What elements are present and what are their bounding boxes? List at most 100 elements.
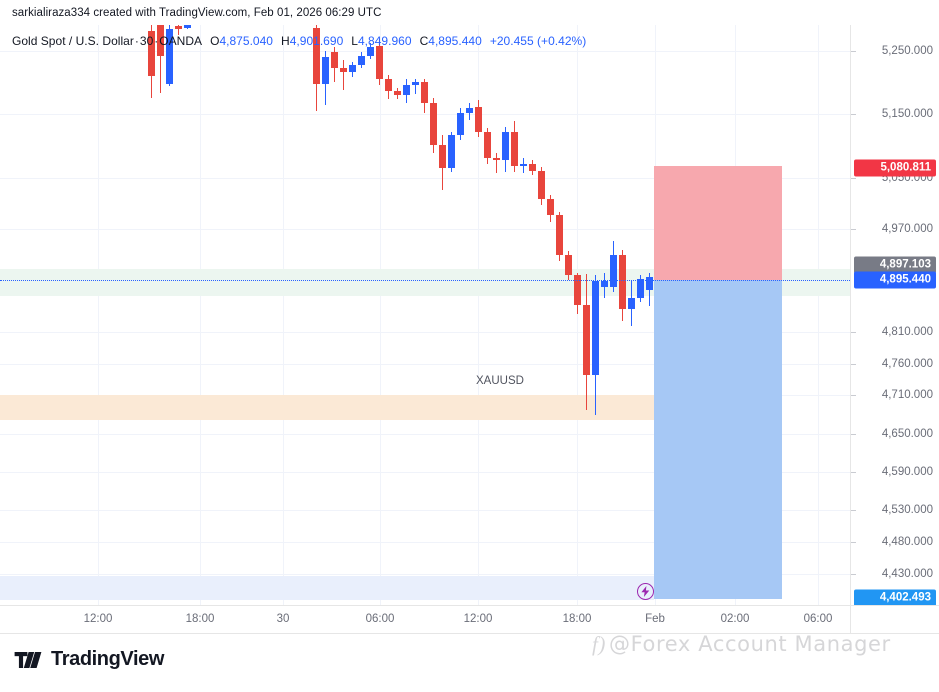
time-tick-label: 12:00 [83,613,113,625]
candle-body[interactable] [601,280,608,287]
candle-body[interactable] [421,81,428,103]
candle-body[interactable] [385,78,392,92]
grid-line-vertical [478,25,479,605]
candle-body[interactable] [628,298,635,310]
candle-body[interactable] [148,31,155,77]
candle-body[interactable] [529,164,536,171]
candle-body[interactable] [403,85,410,96]
candle-body[interactable] [322,56,329,84]
chart-legend[interactable]: Gold Spot / U.S. Dollar·30·OANDA O4,875.0… [12,34,586,48]
candle-body[interactable] [439,145,446,169]
time-tick-label: 18:00 [562,613,592,625]
time-tick-label: Feb [645,613,665,625]
candle-body[interactable] [619,254,626,310]
price-tick-label: 5,150.000 [881,108,933,121]
candle-body[interactable] [367,47,374,57]
price-tick-label: 4,970.000 [881,223,933,236]
candle-body[interactable] [175,26,182,30]
resistance-box[interactable] [654,166,782,280]
candle-body[interactable] [340,68,347,73]
candle-body[interactable] [313,28,320,84]
price-tick-mark [851,574,856,575]
tradingview-logo[interactable]: TradingView [14,648,164,671]
grid-line-horizontal [0,229,850,230]
candle-body[interactable] [583,304,590,376]
candle-body[interactable] [592,280,599,376]
legend-open-value: 4,875.040 [219,34,274,48]
legend-sep-1: · [134,34,139,48]
candle-body[interactable] [358,56,365,65]
grid-line-horizontal [0,542,850,543]
blue-zone [0,576,654,600]
time-axis[interactable]: 12:00 18:00 30 06:00 12:00 18:00 Feb 02:00 06:00 [0,605,850,633]
support-box[interactable] [654,280,782,599]
legend-close-label: C [419,34,429,48]
candle-body[interactable] [565,254,572,276]
price-tick-mark [851,364,856,365]
legend-symbol[interactable]: Gold Spot / U.S. Dollar [12,34,134,48]
legend-sep-2: · [154,34,159,48]
candle-body[interactable] [412,81,419,86]
candle-body[interactable] [466,108,473,114]
candle-body[interactable] [376,46,383,79]
time-tick-label: 30 [276,613,290,625]
time-tick-label: 02:00 [720,613,750,625]
footer-bar: TradingView [0,633,939,692]
grid-line-vertical [98,25,99,605]
candle-body[interactable] [448,134,455,169]
price-tick-mark [851,332,856,333]
price-tick-mark [851,395,856,396]
lightning-bolt-icon[interactable] [637,583,654,600]
price-tick-label: 4,430.000 [881,568,933,581]
candle-body[interactable] [457,113,464,135]
support-price-badge[interactable]: 4,402.493 [854,589,936,607]
tradingview-logo-icon [14,651,42,668]
price-tick-mark [851,510,856,511]
candle-body[interactable] [538,170,545,199]
chart-plot-area[interactable]: XAUUSD [0,25,850,605]
legend-high-label: H [281,34,290,48]
current-price-badge[interactable]: 4,895.440 [854,271,936,289]
candle-body[interactable] [331,51,338,69]
candle-wick [178,25,179,35]
grid-line-vertical [283,25,284,605]
resistance-price-badge[interactable]: 5,080.811 [854,159,936,177]
legend-change: +20.455 (+0.42%) [489,34,587,48]
candle-body[interactable] [547,198,554,216]
candle-body[interactable] [511,132,518,166]
watermark-text: @Forex Account Manager [609,632,891,656]
grid-line-horizontal [0,332,850,333]
candle-body[interactable] [484,132,491,158]
grid-line-horizontal [0,510,850,511]
grid-line-horizontal [0,178,850,179]
price-tick-mark [851,229,856,230]
time-tick-label: 18:00 [185,613,215,625]
candle-body[interactable] [610,254,617,287]
candle-body[interactable] [637,278,644,299]
price-axis[interactable]: 5,250.000 5,150.000 5,050.000 4,970.000 4,81… [850,25,939,611]
legend-interval[interactable]: 30 [139,34,154,48]
candle-body[interactable] [349,64,356,73]
candle-body[interactable] [157,25,164,56]
candle-body[interactable] [574,275,581,305]
candle-body[interactable] [646,277,653,291]
candle-body[interactable] [520,164,527,166]
candle-body[interactable] [430,102,437,146]
candle-body[interactable] [556,215,563,255]
price-tick-label: 4,590.000 [881,466,933,479]
legend-high-value: 4,901.690 [289,34,344,48]
grid-line-horizontal [0,574,850,575]
candle-body[interactable] [166,29,173,84]
candle-body[interactable] [475,106,482,133]
candle-body[interactable] [184,25,191,28]
prev-close-price-badge[interactable]: 4,897.103 [854,256,936,274]
grid-line-horizontal [0,472,850,473]
candle-body[interactable] [493,157,500,161]
candle-body[interactable] [394,91,401,96]
price-tick-label: 5,250.000 [881,44,933,57]
candle-body[interactable] [502,132,509,161]
price-tick-mark [851,542,856,543]
grid-line-vertical [380,25,381,605]
candle-wick [415,79,416,94]
